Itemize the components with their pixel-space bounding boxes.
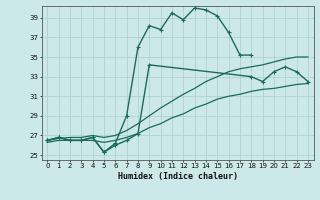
X-axis label: Humidex (Indice chaleur): Humidex (Indice chaleur) bbox=[118, 172, 237, 181]
